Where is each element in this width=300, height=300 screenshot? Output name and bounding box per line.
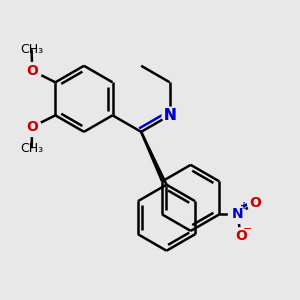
Text: O: O — [26, 64, 38, 78]
Text: O: O — [235, 229, 247, 243]
Text: CH₃: CH₃ — [20, 142, 43, 155]
Text: +: + — [240, 201, 248, 211]
Text: N: N — [232, 207, 243, 221]
Text: N: N — [164, 108, 176, 123]
Text: −: − — [243, 224, 253, 234]
Text: O: O — [250, 196, 262, 210]
Text: N: N — [164, 108, 176, 123]
Text: O: O — [26, 120, 38, 134]
Text: CH₃: CH₃ — [20, 43, 43, 56]
